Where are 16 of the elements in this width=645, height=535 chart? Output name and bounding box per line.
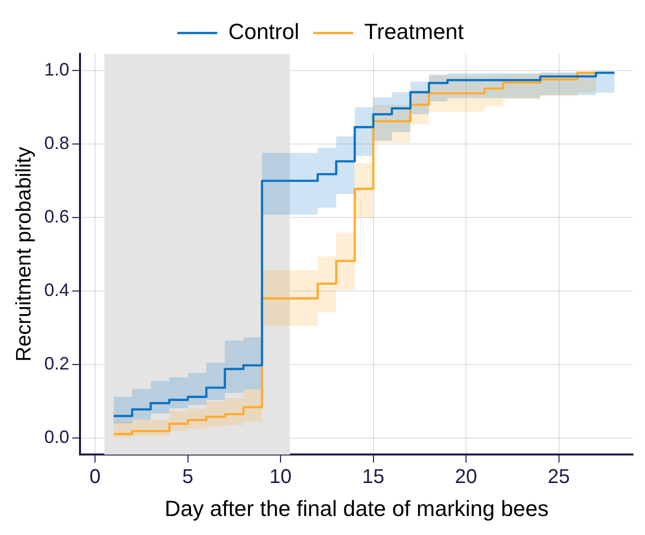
legend-label: Treatment [364, 19, 464, 44]
y-tick-label: 0.6 [44, 206, 70, 227]
y-tick-label: 0.0 [44, 427, 70, 448]
x-axis-title: Day after the final date of marking bees [164, 496, 549, 521]
x-tick-label: 25 [548, 466, 570, 488]
y-axis-title: Recruitment probability [12, 146, 36, 362]
y-tick-label: 0.4 [44, 280, 70, 300]
x-tick-label: 15 [362, 466, 384, 488]
y-tick-label: 0.8 [44, 133, 70, 154]
legend-label: Control [228, 19, 300, 44]
y-tick-label: 0.2 [44, 354, 70, 374]
x-tick-label: 10 [269, 466, 292, 488]
x-tick-label: 5 [182, 466, 194, 488]
y-tick-label: 1.0 [44, 60, 70, 80]
x-tick-label: 20 [454, 466, 478, 488]
x-tick-label: 0 [90, 466, 101, 488]
